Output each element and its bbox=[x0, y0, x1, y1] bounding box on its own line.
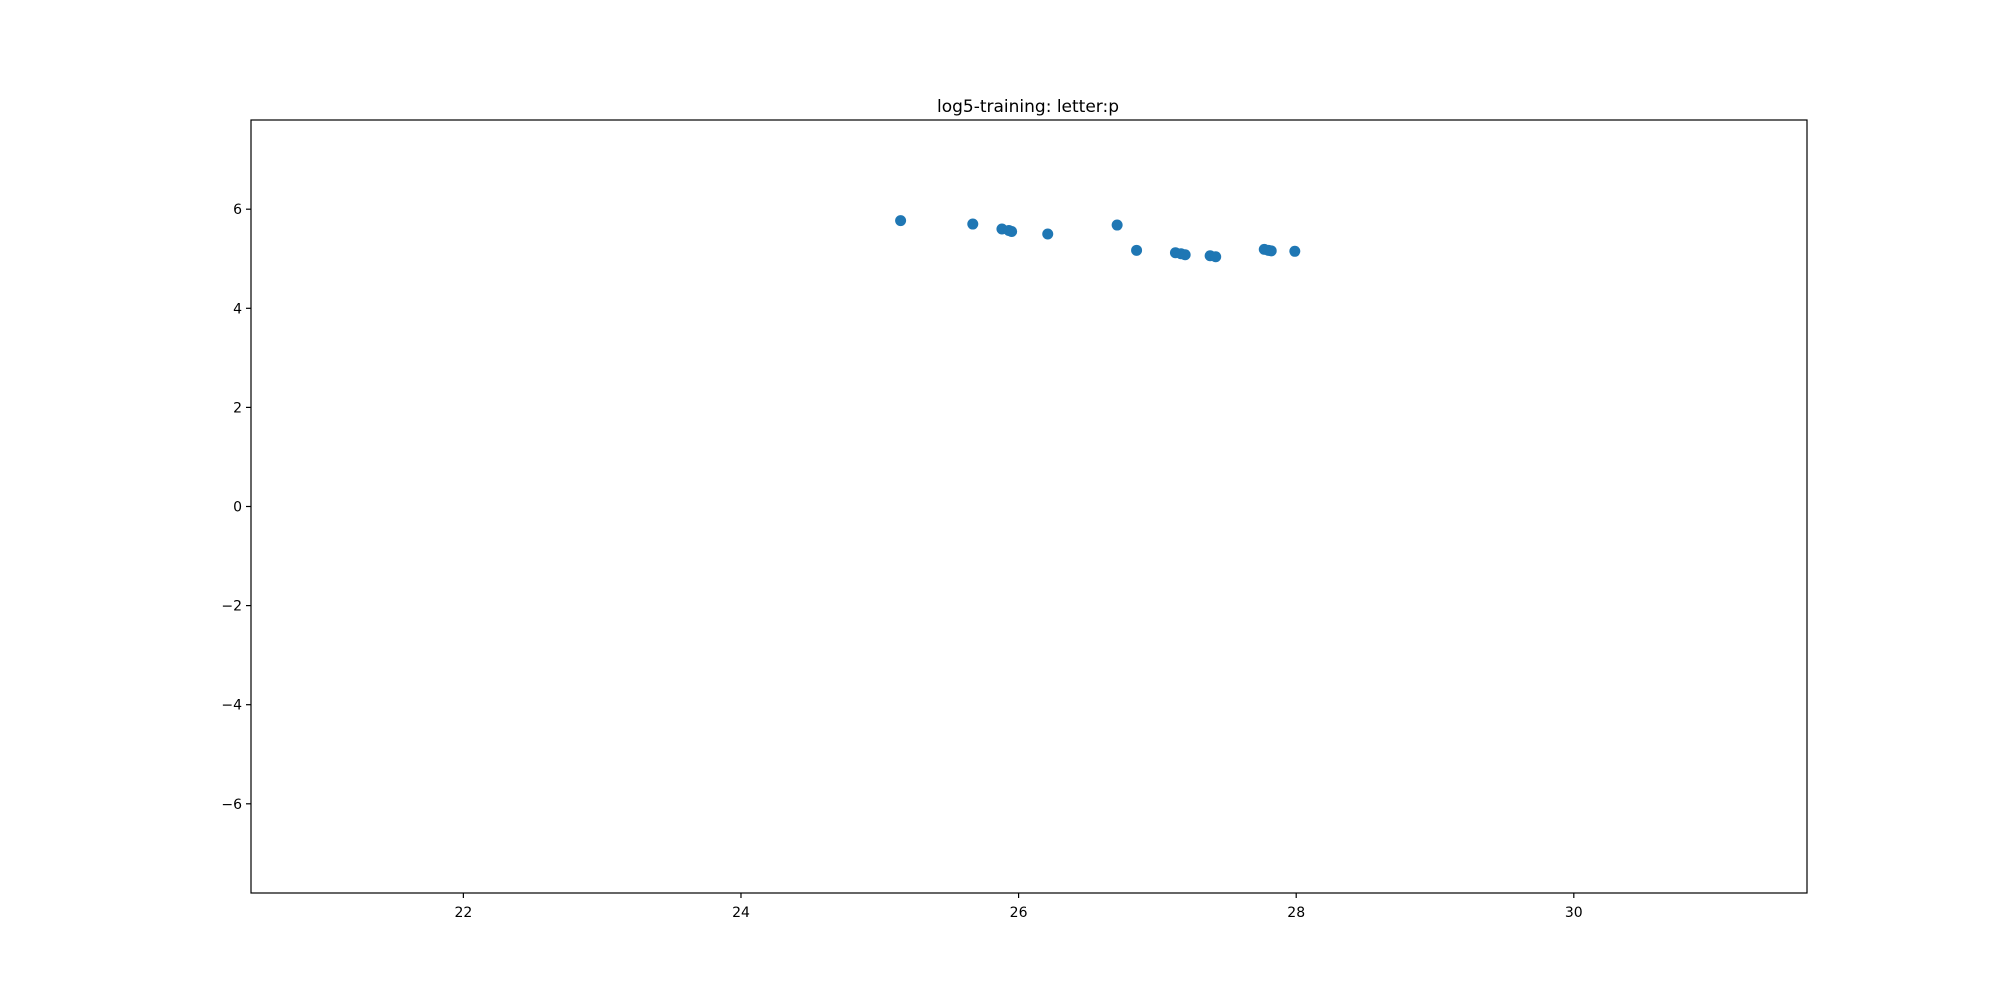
data-point bbox=[1179, 249, 1191, 261]
data-point bbox=[1210, 251, 1222, 263]
x-tick-label: 30 bbox=[1565, 905, 1583, 921]
plot-area-frame bbox=[250, 119, 1808, 894]
x-tick-label: 24 bbox=[732, 905, 750, 921]
y-tick-label: −2 bbox=[221, 599, 242, 615]
data-point bbox=[1265, 245, 1277, 257]
y-tick-label: 6 bbox=[233, 202, 242, 218]
y-tick-label: 0 bbox=[233, 500, 242, 516]
data-point bbox=[967, 218, 979, 230]
data-points bbox=[895, 215, 1301, 263]
y-tick-label: 2 bbox=[233, 400, 242, 416]
y-tick-label: −4 bbox=[221, 698, 242, 714]
y-tick-label: 4 bbox=[233, 301, 242, 317]
x-tick-label: 28 bbox=[1287, 905, 1305, 921]
x-tick-label: 26 bbox=[1010, 905, 1028, 921]
data-point bbox=[895, 215, 907, 227]
data-point bbox=[1042, 228, 1054, 240]
x-tick-label: 22 bbox=[454, 905, 472, 921]
y-tick-label: −6 bbox=[221, 797, 242, 813]
data-point bbox=[1131, 244, 1143, 256]
data-point bbox=[1006, 225, 1018, 237]
chart-title: log5-training: letter:p bbox=[937, 97, 1119, 117]
data-point bbox=[1111, 219, 1123, 231]
data-point bbox=[1289, 245, 1301, 257]
